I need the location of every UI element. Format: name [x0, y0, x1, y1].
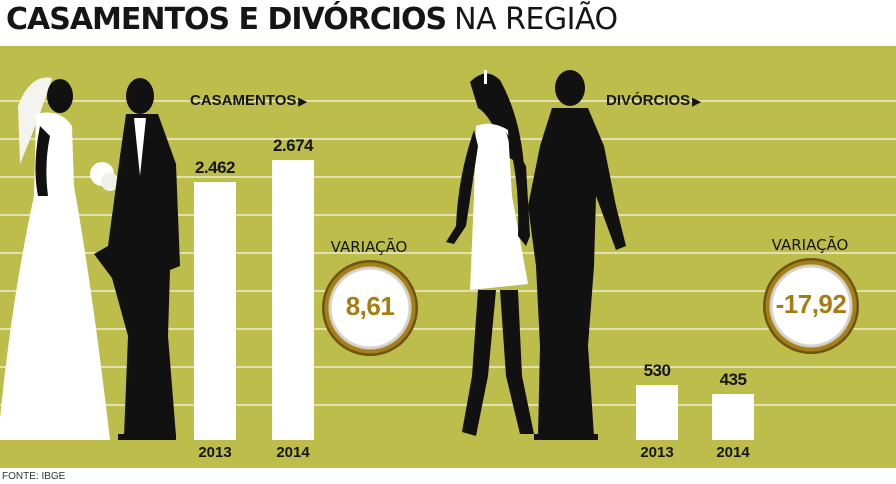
- variation-label-divorcios: VARIAÇÃO: [771, 236, 849, 254]
- data-label: 2.462: [194, 158, 236, 177]
- gridline: [0, 100, 896, 102]
- bride-silhouette-icon: [0, 77, 119, 440]
- gridline: [0, 252, 896, 254]
- gridline: [0, 290, 896, 292]
- bar-divorcios-2014: [712, 394, 754, 440]
- source-note: FONTE: IBGE: [2, 471, 66, 482]
- data-label: 530: [643, 361, 671, 380]
- title-light: NA REGIÃO: [454, 2, 618, 37]
- section-label-divorcios: DIVÓRCIOS ▶: [606, 92, 701, 109]
- man-silhouette-icon: [528, 70, 626, 440]
- tick-label: 2014: [716, 444, 750, 461]
- section-title-casamentos: CASAMENTOS: [190, 92, 297, 109]
- gridline: [0, 176, 896, 178]
- woman-silhouette-icon: [446, 70, 534, 436]
- variation-ring-casamentos: [322, 260, 418, 356]
- tick-label: 2014: [276, 444, 310, 461]
- arrow-right-icon: ▶: [692, 96, 701, 108]
- section-label-casamentos: CASAMENTOS ▶: [190, 92, 307, 109]
- groom-silhouette-icon: [94, 78, 180, 440]
- couple-silhouettes: [0, 70, 626, 440]
- variation-value-casamentos: 8,61: [345, 291, 395, 321]
- bar-divorcios-2013: [636, 385, 678, 440]
- variation-value-divorcios: -17,92: [775, 289, 847, 319]
- chart-panel: CASAMENTOS ▶ DIVÓRCIOS ▶ 2.462 2013 2.674 201…: [0, 46, 896, 468]
- gridline: [0, 138, 896, 140]
- tick-label: 2013: [640, 444, 674, 461]
- arrow-right-icon: ▶: [298, 96, 307, 108]
- bar-casamentos-2013: [194, 182, 236, 440]
- data-label: 435: [719, 370, 747, 389]
- title-bold: CASAMENTOS E DIVÓRCIOS: [6, 2, 447, 37]
- gridline: [0, 214, 896, 216]
- data-label: 2.674: [272, 136, 314, 155]
- gridline: [0, 328, 896, 330]
- bar-casamentos-2014: [272, 160, 314, 440]
- variation-label-casamentos: VARIAÇÃO: [330, 238, 408, 256]
- tick-label: 2013: [198, 444, 232, 461]
- gridline: [0, 366, 896, 368]
- chart-title: CASAMENTOS E DIVÓRCIOS NA REGIÃO: [6, 2, 618, 42]
- section-title-divorcios: DIVÓRCIOS: [606, 92, 691, 109]
- gridline: [0, 404, 896, 406]
- variation-ring-divorcios: [763, 258, 859, 354]
